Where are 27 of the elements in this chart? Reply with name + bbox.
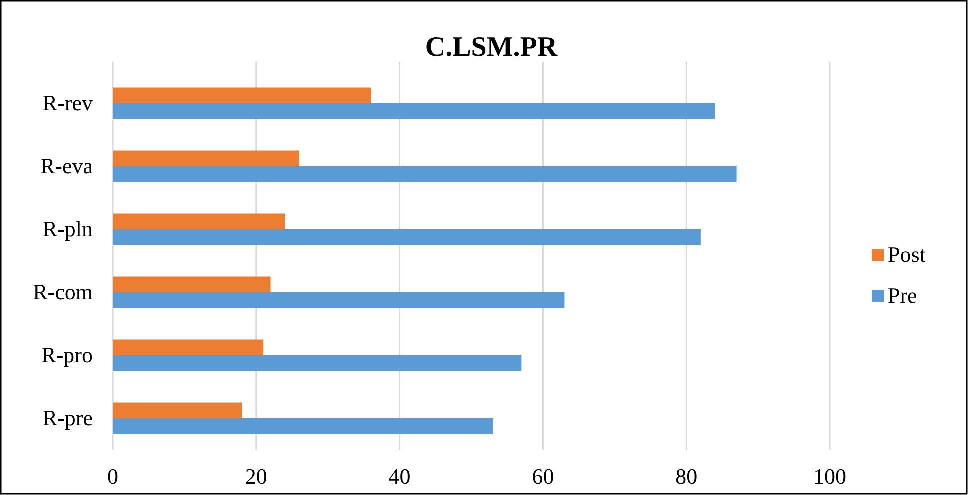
y-tick-label: R-pln — [42, 216, 93, 242]
x-tick-label: 0 — [108, 464, 118, 489]
bar — [113, 418, 494, 434]
x-tick-label: 60 — [532, 464, 554, 489]
y-tick-label: R-pro — [42, 342, 93, 368]
x-tick-label: 100 — [814, 464, 846, 489]
y-tick-label: R-com — [33, 280, 93, 304]
bar — [113, 402, 242, 418]
legend-label: Post — [888, 242, 926, 267]
bar — [113, 88, 372, 104]
bar — [113, 166, 737, 182]
bar — [113, 356, 522, 372]
bar — [113, 150, 300, 166]
x-tick-label: 20 — [245, 464, 268, 489]
y-tick-label: R-rev — [42, 90, 93, 116]
legend-label: Pre — [888, 283, 918, 308]
y-tick-label: R-pre — [42, 406, 93, 430]
bar — [113, 214, 286, 230]
x-tick-label: 80 — [676, 464, 698, 489]
chart-title: C.LSM.PR — [425, 32, 558, 63]
y-tick-label: R-eva — [40, 154, 94, 178]
bar — [113, 292, 565, 308]
x-tick-label: 40 — [388, 464, 411, 489]
bar — [113, 276, 271, 292]
bar — [113, 230, 701, 246]
bar — [113, 104, 716, 120]
bar — [113, 340, 264, 356]
